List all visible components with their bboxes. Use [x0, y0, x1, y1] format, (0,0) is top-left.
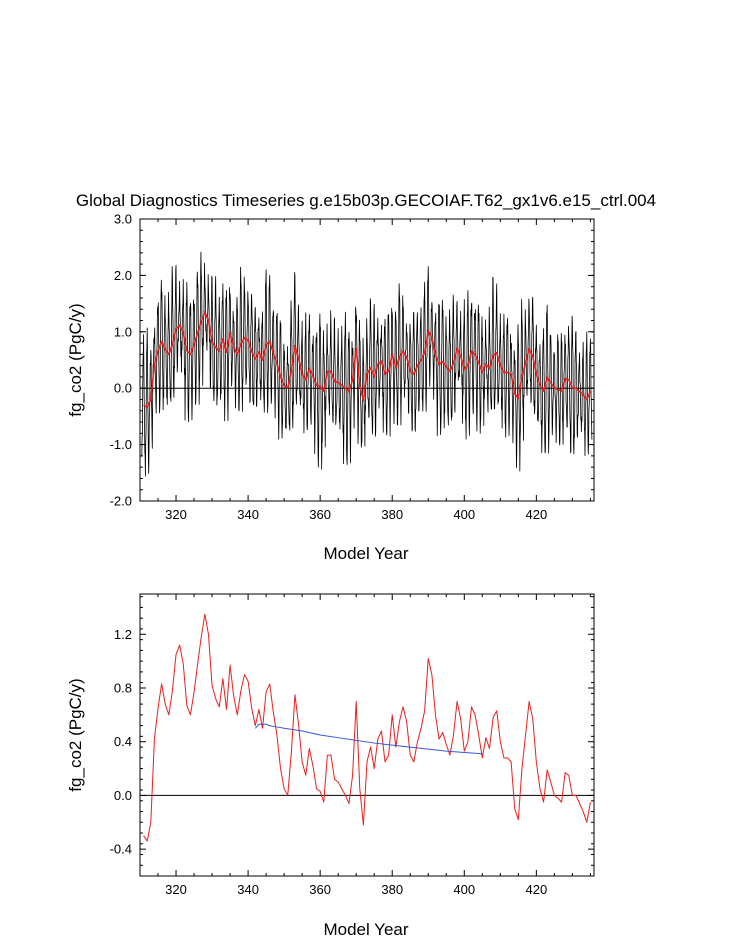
lower-y-axis-label: fg_co2 (PgC/y) — [66, 678, 85, 791]
upper-plot-frame — [139, 218, 595, 502]
x-tick-label: 400 — [453, 507, 475, 522]
annual-mean-line — [143, 613, 591, 842]
y-tick-label: 0.8 — [114, 681, 132, 696]
upper-panel: 320 340 360 380 400 420 -2.0 -1.0 0.0 1.0 2.0 3.0 M… — [66, 212, 595, 563]
lower-x-axis-label: Model Year — [323, 920, 408, 939]
y-tick-label: 0.0 — [114, 788, 132, 803]
upper-x-axis-label: Model Year — [323, 544, 408, 563]
x-tick-label: 340 — [237, 882, 259, 897]
y-tick-label: 1.2 — [114, 627, 132, 642]
y-tick-label: 0.4 — [114, 734, 132, 749]
y-tick-label: 3.0 — [114, 212, 132, 227]
y-tick-label: -1.0 — [110, 437, 132, 452]
y-tick-label: -0.4 — [110, 842, 132, 857]
lower-ticks: 320 340 360 380 400 420 -0.4 0.0 0.4 0.8 1.2 — [110, 594, 594, 897]
x-tick-label: 380 — [381, 882, 403, 897]
lower-plot-frame — [139, 593, 595, 877]
upper-y-axis-label: fg_co2 (PgC/y) — [66, 303, 85, 416]
y-tick-label: 1.0 — [114, 324, 132, 339]
y-tick-label: -2.0 — [110, 494, 132, 509]
x-tick-label: 320 — [165, 882, 187, 897]
monthly-line — [141, 251, 593, 477]
lower-annual-series — [143, 613, 591, 842]
x-tick-label: 360 — [309, 507, 331, 522]
y-tick-label: 0.0 — [114, 381, 132, 396]
x-tick-label: 380 — [381, 507, 403, 522]
annual-mean-line — [143, 311, 592, 409]
x-tick-label: 340 — [237, 507, 259, 522]
upper-annual-series — [143, 311, 592, 409]
upper-monthly-series — [141, 251, 593, 477]
x-tick-label: 420 — [525, 882, 547, 897]
y-tick-label: 2.0 — [114, 268, 132, 283]
trend-line — [254, 723, 483, 755]
x-tick-label: 400 — [453, 882, 475, 897]
lower-trend-series — [254, 723, 483, 755]
x-tick-label: 420 — [525, 507, 547, 522]
x-tick-label: 320 — [165, 507, 187, 522]
upper-ticks: 320 340 360 380 400 420 -2.0 -1.0 0.0 1.0 2.0 3.0 — [110, 212, 594, 522]
chart-title: Global Diagnostics Timeseries g.e15b03p.… — [76, 191, 656, 210]
lower-panel: 320 340 360 380 400 420 -0.4 0.0 0.4 0.8 1.2 Model… — [66, 593, 595, 939]
x-tick-label: 360 — [309, 882, 331, 897]
